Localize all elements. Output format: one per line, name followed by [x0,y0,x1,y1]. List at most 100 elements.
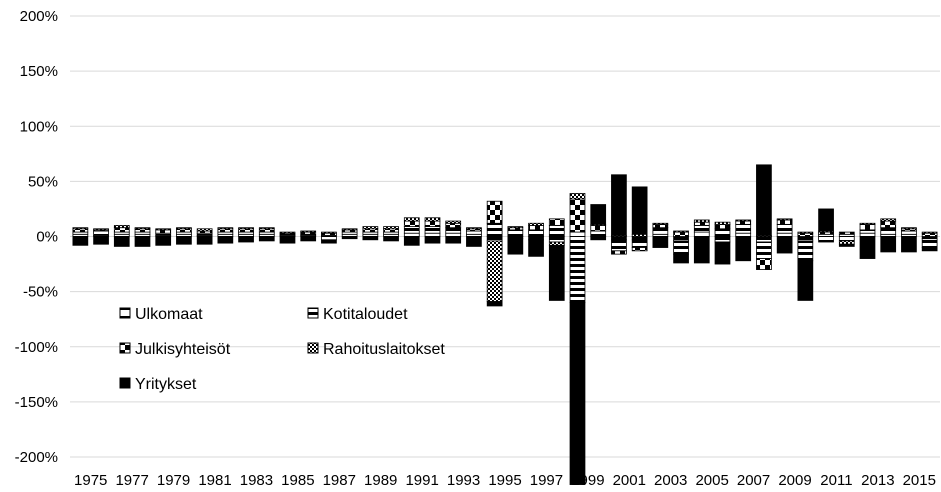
bar-segment-kotitaloudet [486,222,503,237]
bar-segment-julkisyhteisot [445,222,462,229]
bar-segment-julkisyhteisot [134,228,151,233]
x-tick-label: 1995 [488,472,521,489]
bar-segment-julkisyhteisot [258,228,275,233]
bar-segment-rahoituslaitokset [735,219,752,222]
bar-segment-kotitaloudet [611,239,627,252]
bar-segment-rahoituslaitokset [362,226,379,230]
bar-segment-kotitaloudet [652,227,669,235]
bar-segment-julkisyhteisot [859,223,876,231]
bar-segment-julkisyhteisot [155,229,172,234]
bar-segment-rahoituslaitokset [714,221,731,225]
bar-segment-rahoituslaitokset [424,217,441,222]
y-tick-label: -100% [15,339,58,356]
bar-segment-kotitaloudet [569,236,586,304]
bar-segment-julkisyhteisot [611,250,627,255]
legend-label-julkisyhteisot: Julkisyhteisöt [135,341,231,358]
bar-segment-yritykset [176,236,192,245]
bar-segment-julkisyhteisot [72,228,89,233]
bar-segment-ulkomaat [548,236,565,243]
bar-segment-julkisyhteisot [652,223,669,229]
bar-segment-kotitaloudet [921,238,938,248]
bar-segment-rahoituslaitokset [383,226,399,230]
bar-segment-rahoituslaitokset [838,240,855,245]
bar-segment-yritykset [693,236,710,264]
bar-segment-rahoituslaitokset [113,225,130,229]
bar-segment-kotitaloudet [590,230,607,237]
legend-swatch-julkisyhteisot [119,342,131,354]
bar-segment-kotitaloudet [321,236,337,241]
bar-segment-yritykset [134,236,151,247]
bar-segment-yritykset [838,243,855,247]
bar-segment-ulkomaat [590,236,607,241]
x-tick-label: 2003 [654,472,687,489]
legend-swatch-ulkomaat [119,307,131,319]
bar-segment-yritykset [341,236,358,240]
bar-segment-ulkomaat [714,236,731,243]
bar-segment-rahoituslaitokset [134,227,151,230]
x-tick-label: 2001 [613,472,646,489]
bar-segment-yritykset [217,236,234,244]
legend-swatch-kotitaloudet [307,307,319,319]
bar-segment-ulkomaat [631,236,648,241]
bar-segment-yritykset [880,236,897,253]
bar-segment-yritykset [72,236,89,246]
bar-segment-yritykset [383,236,399,242]
bar-segment-yritykset [590,204,607,225]
bar-segment-kotitaloudet [93,230,109,236]
y-tick-label: 200% [20,8,58,25]
y-tick-label: 0% [36,229,58,246]
bar-segment-kotitaloudet [673,240,689,255]
bar-segment-rahoituslaitokset [921,231,938,234]
bar-segment-julkisyhteisot [528,225,544,231]
legend-swatch-yritykset [119,377,131,389]
bar-segment-yritykset [466,236,482,247]
bar-segment-rahoituslaitokset [528,222,544,226]
bar-segment-rahoituslaitokset [569,193,586,200]
bar-segment-yritykset [611,174,627,236]
bar-segment-rahoituslaitokset [652,222,669,225]
x-axis-labels: 1975 1977 1979 1981 1983 1985 1987 1989 1991 1993… [74,472,936,489]
bar-segment-yritykset [818,208,834,232]
bar-segment-kotitaloudet [424,226,441,234]
bars [72,164,938,485]
y-tick-label: 100% [20,118,58,135]
bar-segment-rahoituslaitokset [466,227,482,230]
x-tick-label: 1997 [530,472,563,489]
y-tick-label: -50% [23,284,58,301]
legend: Ulkomaat Kotitaloudet Julkisyhteisöt Rahoit… [119,306,445,393]
bar-segment-kotitaloudet [528,229,544,237]
bar-segment-rahoituslaitokset [548,241,565,246]
bar-segment-yritykset [93,236,109,245]
bar-segment-kotitaloudet [797,240,814,262]
bar-segment-rahoituslaitokset [321,231,337,234]
bar-segment-julkisyhteisot [113,227,130,233]
y-tick-label: 50% [28,173,58,190]
bar-segment-kotitaloudet [445,227,462,234]
bar-segment-kotitaloudet [693,225,710,233]
x-tick-label: 2015 [903,472,936,489]
bar-segment-rahoituslaitokset [279,231,296,234]
bar-segment-yritykset [652,236,669,248]
bar-segment-yritykset [279,236,296,244]
bar-segment-ulkomaat [693,231,710,237]
bar-segment-kotitaloudet [735,223,752,234]
bar-segment-yritykset [569,302,586,485]
legend-label-kotitaloudet: Kotitaloudet [323,306,408,323]
bar-segment-rahoituslaitokset [341,228,358,231]
bar-segment-julkisyhteisot [880,220,897,229]
bar-segment-rahoituslaitokset [693,219,710,223]
bar-segment-yritykset [196,236,213,245]
bar-segment-ulkomaat [569,231,586,237]
x-tick-label: 1999 [571,472,604,489]
bar-segment-julkisyhteisot [176,228,192,233]
bar-segment-julkisyhteisot [383,228,399,233]
bar-segment-julkisyhteisot [238,228,254,233]
y-tick-label: 150% [20,63,58,80]
bar-segment-rahoituslaitokset [72,227,89,230]
bar-segment-kotitaloudet [838,236,855,242]
bar-segment-julkisyhteisot [362,228,379,233]
bar-segment-julkisyhteisot [548,218,565,226]
bar-segment-julkisyhteisot [569,198,586,233]
bar-segment-yritykset [528,239,544,257]
bar-segment-yritykset [859,236,876,259]
